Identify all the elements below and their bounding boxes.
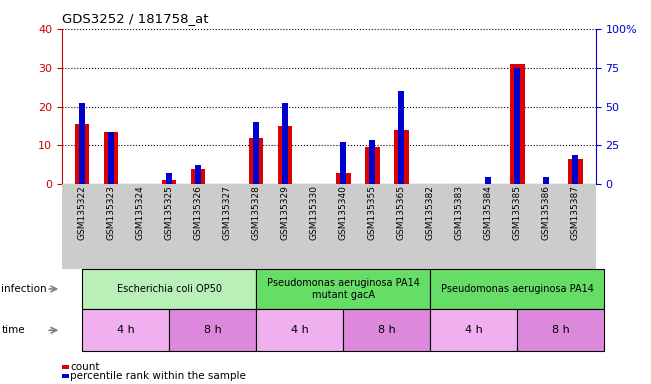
- Text: GSM135386: GSM135386: [542, 185, 551, 240]
- Bar: [108, 132, 114, 184]
- Text: 8 h: 8 h: [204, 325, 221, 335]
- Text: GSM135382: GSM135382: [426, 185, 435, 240]
- Text: Pseudomonas aeruginosa PA14
mutant gacA: Pseudomonas aeruginosa PA14 mutant gacA: [267, 278, 420, 300]
- Bar: [249, 138, 264, 184]
- Text: 8 h: 8 h: [552, 325, 570, 335]
- Text: count: count: [70, 362, 100, 372]
- Bar: [253, 122, 259, 184]
- Text: GSM135322: GSM135322: [77, 185, 87, 240]
- Text: GSM135324: GSM135324: [135, 185, 145, 240]
- Text: GSM135384: GSM135384: [484, 185, 493, 240]
- Text: GSM135323: GSM135323: [107, 185, 116, 240]
- Bar: [191, 169, 206, 184]
- Text: GSM135325: GSM135325: [165, 185, 174, 240]
- Bar: [79, 103, 85, 184]
- Text: GSM135385: GSM135385: [513, 185, 522, 240]
- Text: GDS3252 / 181758_at: GDS3252 / 181758_at: [62, 12, 208, 25]
- Bar: [572, 155, 578, 184]
- Bar: [369, 140, 375, 184]
- Bar: [195, 165, 201, 184]
- Text: GSM135329: GSM135329: [281, 185, 290, 240]
- Bar: [486, 177, 492, 184]
- Text: GSM135328: GSM135328: [252, 185, 260, 240]
- Bar: [510, 64, 525, 184]
- Text: GSM135355: GSM135355: [368, 185, 377, 240]
- Bar: [340, 142, 346, 184]
- Text: Escherichia coli OP50: Escherichia coli OP50: [117, 284, 222, 294]
- Bar: [365, 147, 380, 184]
- Bar: [336, 173, 350, 184]
- Text: GSM135327: GSM135327: [223, 185, 232, 240]
- Bar: [104, 132, 118, 184]
- Bar: [283, 103, 288, 184]
- Text: GSM135340: GSM135340: [339, 185, 348, 240]
- Bar: [568, 159, 583, 184]
- Text: infection: infection: [1, 284, 47, 294]
- Text: 4 h: 4 h: [465, 325, 482, 335]
- Text: 8 h: 8 h: [378, 325, 396, 335]
- Bar: [394, 130, 409, 184]
- Bar: [278, 126, 292, 184]
- Bar: [544, 177, 549, 184]
- Text: GSM135387: GSM135387: [571, 185, 580, 240]
- Text: GSM135383: GSM135383: [455, 185, 464, 240]
- Bar: [75, 124, 89, 184]
- Bar: [162, 180, 176, 184]
- Text: GSM135365: GSM135365: [397, 185, 406, 240]
- Text: 4 h: 4 h: [291, 325, 309, 335]
- Bar: [166, 173, 172, 184]
- Bar: [398, 91, 404, 184]
- Text: time: time: [1, 325, 25, 335]
- Text: Pseudomonas aeruginosa PA14: Pseudomonas aeruginosa PA14: [441, 284, 594, 294]
- Text: GSM135326: GSM135326: [194, 185, 202, 240]
- Text: percentile rank within the sample: percentile rank within the sample: [70, 371, 246, 381]
- Text: GSM135330: GSM135330: [310, 185, 319, 240]
- Text: 4 h: 4 h: [117, 325, 135, 335]
- Bar: [514, 68, 520, 184]
